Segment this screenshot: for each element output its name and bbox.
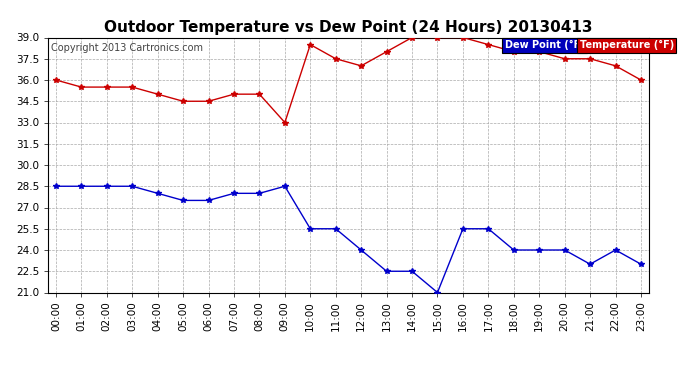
Text: Temperature (°F): Temperature (°F) [580, 40, 674, 50]
Title: Outdoor Temperature vs Dew Point (24 Hours) 20130413: Outdoor Temperature vs Dew Point (24 Hou… [104, 20, 593, 35]
Text: Copyright 2013 Cartronics.com: Copyright 2013 Cartronics.com [51, 43, 204, 52]
Text: Dew Point (°F): Dew Point (°F) [504, 40, 584, 50]
